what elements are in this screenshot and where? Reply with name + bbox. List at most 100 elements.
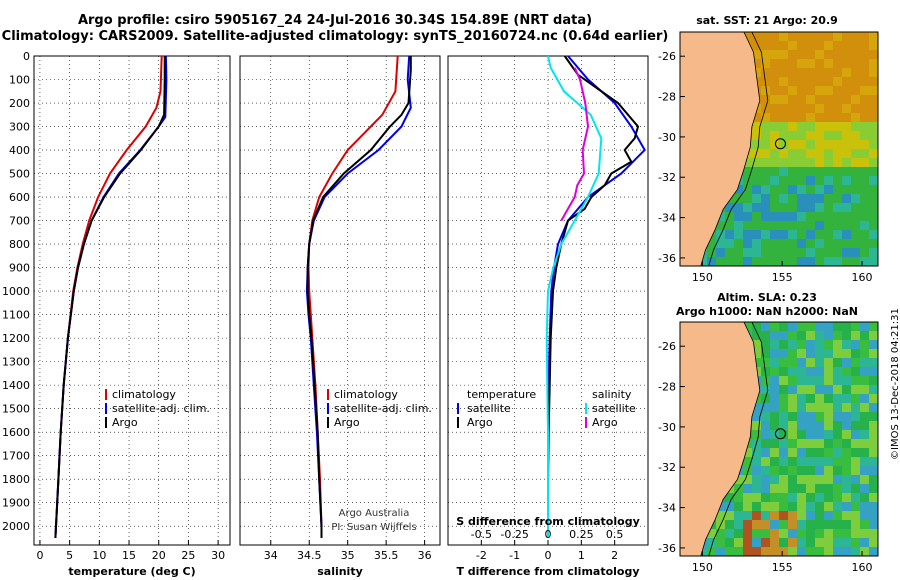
map-field-cell	[806, 212, 815, 221]
map-field-cell	[788, 113, 797, 122]
map-field-cell	[797, 140, 806, 149]
map-field-cell	[806, 394, 815, 403]
map-field-cell	[743, 448, 752, 457]
map-field-cell	[788, 221, 797, 230]
map-field-cell	[833, 340, 842, 349]
map-field-cell	[761, 257, 770, 266]
map-field-cell	[797, 421, 806, 430]
map-field-cell	[743, 322, 752, 331]
map-field-cell	[806, 529, 815, 538]
map-field-cell	[797, 86, 806, 95]
series-line-argo	[306, 56, 412, 538]
map-field-cell	[833, 394, 842, 403]
map-field-cell	[833, 484, 842, 493]
map-field-cell	[770, 41, 779, 50]
map-field-cell	[716, 529, 725, 538]
map-field-cell	[761, 349, 770, 358]
series-line-salinity-satellite	[545, 55, 603, 538]
map-field-cell	[833, 248, 842, 257]
legend-label: Argo	[467, 416, 493, 429]
map-field-cell	[752, 520, 761, 529]
map-field-cell	[806, 547, 815, 556]
map-field-cell	[842, 122, 851, 131]
map-field-cell	[860, 185, 869, 194]
map-field-cell	[824, 113, 833, 122]
y-tick-label: 100	[9, 74, 30, 87]
map-field-cell	[797, 77, 806, 86]
map-field-cell	[779, 77, 788, 86]
map-field-cell	[815, 167, 824, 176]
map-field-cell	[815, 502, 824, 511]
x-tick-label: -2	[476, 549, 487, 562]
map-field-cell	[761, 140, 770, 149]
map-field-cell	[824, 68, 833, 77]
map-field-cell	[869, 475, 878, 484]
map-field-cell	[761, 194, 770, 203]
x-axis-label: temperature (deg C)	[68, 565, 195, 578]
map-field-cell	[815, 86, 824, 95]
map-field-cell	[797, 511, 806, 520]
map-field-cell	[860, 394, 869, 403]
map-lat-label: -32	[658, 171, 676, 184]
map-field-cell	[869, 32, 878, 41]
map-field-cell	[752, 403, 761, 412]
legend-label: salinity	[592, 388, 632, 401]
secondary-tick-label: -0.5	[471, 528, 492, 541]
map-field-cell	[842, 394, 851, 403]
map-field-cell	[779, 68, 788, 77]
map-field-cell	[833, 257, 842, 266]
map-field-cell	[860, 122, 869, 131]
map-field-cell	[788, 430, 797, 439]
map-field-cell	[788, 484, 797, 493]
map-field-cell	[869, 331, 878, 340]
map-field-cell	[815, 41, 824, 50]
map-field-cell	[842, 221, 851, 230]
map-field-cell	[725, 257, 734, 266]
map-field-cell	[815, 403, 824, 412]
map-field-cell	[779, 140, 788, 149]
map-field-cell	[761, 547, 770, 556]
map-field-cell	[869, 185, 878, 194]
map-lat-label: -30	[658, 131, 676, 144]
map-lat-label: -32	[658, 461, 676, 474]
map-field-cell	[815, 457, 824, 466]
map-field-cell	[851, 430, 860, 439]
sla-map-title-line2: Argo h1000: NaN h2000: NaN	[675, 305, 859, 318]
map-field-cell	[779, 331, 788, 340]
map-field-cell	[824, 331, 833, 340]
map-field-cell	[806, 349, 815, 358]
map-field-cell	[833, 457, 842, 466]
map-field-cell	[788, 194, 797, 203]
map-field-cell	[824, 149, 833, 158]
map-field-cell	[779, 185, 788, 194]
map-field-cell	[851, 520, 860, 529]
map-field-cell	[770, 340, 779, 349]
map-field-cell	[770, 203, 779, 212]
map-field-cell	[860, 466, 869, 475]
map-field-cell	[779, 457, 788, 466]
map-field-cell	[788, 538, 797, 547]
map-field-cell	[842, 212, 851, 221]
map-field-cell	[842, 403, 851, 412]
map-field-cell	[761, 68, 770, 77]
map-field-cell	[833, 104, 842, 113]
map-field-cell	[815, 104, 824, 113]
map-field-cell	[815, 203, 824, 212]
map-field-cell	[824, 529, 833, 538]
map-field-cell	[806, 158, 815, 167]
map-field-cell	[797, 248, 806, 257]
map-field-cell	[860, 493, 869, 502]
map-field-cell	[869, 176, 878, 185]
map-field-cell	[842, 113, 851, 122]
map-field-cell	[797, 113, 806, 122]
map-field-cell	[815, 158, 824, 167]
map-field-cell	[869, 322, 878, 331]
y-tick-label: 500	[9, 168, 30, 181]
map-field-cell	[770, 68, 779, 77]
x-tick-label: 0	[545, 549, 552, 562]
map-field-cell	[851, 140, 860, 149]
map-field-cell	[824, 140, 833, 149]
map-field-cell	[860, 502, 869, 511]
map-field-cell	[806, 412, 815, 421]
map-field-cell	[833, 358, 842, 367]
